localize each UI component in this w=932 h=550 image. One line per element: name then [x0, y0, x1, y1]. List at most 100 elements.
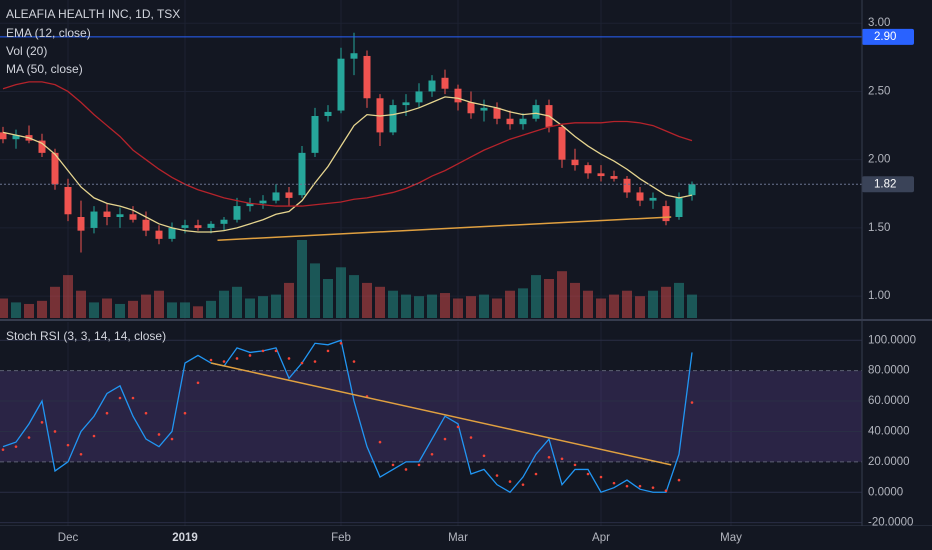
volume-bar	[115, 303, 125, 318]
stoch-dot	[482, 454, 486, 458]
volume-bar	[570, 282, 580, 318]
stoch-dot	[235, 357, 239, 360]
candle-body	[571, 159, 579, 166]
candle-body	[480, 107, 488, 111]
candle-body	[77, 217, 85, 231]
stoch-dot	[144, 411, 148, 415]
volume-bar	[89, 302, 99, 318]
candle-body	[428, 80, 436, 92]
volume-bar	[245, 298, 255, 318]
candle-body	[532, 105, 540, 119]
volume-bar	[375, 286, 385, 318]
x-tick-label: Dec	[58, 532, 79, 544]
stoch-dot	[417, 463, 421, 467]
candle-body	[662, 206, 670, 222]
candle-body	[64, 186, 72, 215]
volume-bar	[219, 290, 229, 318]
candle-body	[259, 200, 267, 204]
stoch-dot	[664, 489, 668, 493]
stoch-dot	[612, 481, 616, 485]
volume-bar	[635, 296, 645, 318]
candle-body	[272, 192, 280, 201]
volume-bar	[427, 294, 437, 318]
candle-body	[636, 192, 644, 201]
candle-body	[337, 58, 345, 111]
x-tick-label: Mar	[448, 532, 468, 544]
candle-body	[51, 152, 59, 185]
stoch-dot	[534, 472, 538, 476]
volume-bar	[271, 294, 281, 318]
time-axis	[0, 526, 932, 550]
volume-bar	[518, 288, 528, 318]
stoch-dot	[586, 472, 590, 476]
candle-body	[519, 118, 527, 125]
volume-bar	[154, 290, 164, 318]
volume-bar	[492, 298, 502, 318]
volume-bar	[284, 282, 294, 318]
volume-bar	[531, 275, 541, 318]
volume-bar	[388, 290, 398, 318]
candle-body	[350, 53, 358, 59]
volume-bar	[258, 296, 268, 318]
volume-bar	[349, 275, 359, 318]
candle-body	[0, 132, 7, 140]
y-tick-label: 2.00	[868, 154, 890, 166]
stoch-dot	[14, 445, 18, 448]
y-tick-label: 40.0000	[868, 425, 910, 437]
stoch-dot	[326, 349, 330, 353]
stoch-dot	[222, 360, 226, 363]
candle-body	[246, 203, 254, 207]
candle-body	[220, 219, 228, 224]
stoch-dot	[547, 455, 551, 459]
stoch-dot	[261, 349, 265, 353]
y-tick-label: 1.50	[868, 222, 890, 234]
candle-body	[363, 55, 371, 99]
chart-title: ALEAFIA HEALTH INC, 1D, TSX	[6, 7, 180, 21]
stoch-dot	[690, 401, 694, 404]
volume-bar	[63, 275, 73, 318]
candle-body	[233, 206, 241, 220]
stoch-dot	[430, 452, 434, 456]
y-tick-label: 20.0000	[868, 456, 910, 468]
candle-body	[454, 88, 462, 103]
candle-body	[376, 98, 384, 133]
volume-bar	[50, 286, 60, 318]
stoch-dot	[66, 443, 70, 447]
volume-bar	[24, 303, 34, 318]
volume-bar	[206, 300, 216, 318]
stoch-dot	[170, 437, 174, 441]
volume-bar	[336, 267, 346, 318]
candle-body	[324, 111, 332, 117]
candle-body	[207, 223, 215, 228]
candle-body	[675, 197, 683, 218]
candle-body	[688, 184, 696, 196]
stoch-dot	[508, 480, 512, 483]
stoch-pane	[0, 322, 862, 526]
candle-body	[415, 91, 423, 103]
candle-body	[311, 116, 319, 153]
stoch-dot	[651, 486, 655, 489]
candle-body	[298, 152, 306, 196]
volume-bar	[583, 290, 593, 318]
stoch-dot	[313, 360, 317, 363]
y-tick-label: 0.0000	[868, 486, 903, 498]
y-tick-label: 1.00	[868, 290, 890, 302]
trendline	[210, 362, 672, 466]
volume-bar	[193, 306, 203, 318]
volume-bar	[128, 300, 138, 318]
stoch-dot	[560, 457, 564, 461]
stoch-dot	[287, 357, 291, 360]
stoch-line	[2, 339, 693, 494]
stoch-dot	[274, 349, 278, 353]
volume-bar	[180, 302, 190, 318]
stoch-dot	[92, 434, 96, 438]
legend-volume: Vol (20)	[6, 44, 47, 58]
candle-body	[194, 225, 202, 228]
stoch-dot	[339, 341, 343, 345]
y-tick-label: 60.0000	[868, 395, 910, 407]
volume-bar	[479, 294, 489, 318]
y-tick-label: 80.0000	[868, 365, 910, 377]
volume-bar	[76, 290, 86, 318]
stoch-dot	[378, 440, 382, 444]
